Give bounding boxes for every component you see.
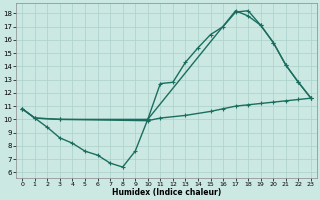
X-axis label: Humidex (Indice chaleur): Humidex (Indice chaleur) <box>112 188 221 197</box>
